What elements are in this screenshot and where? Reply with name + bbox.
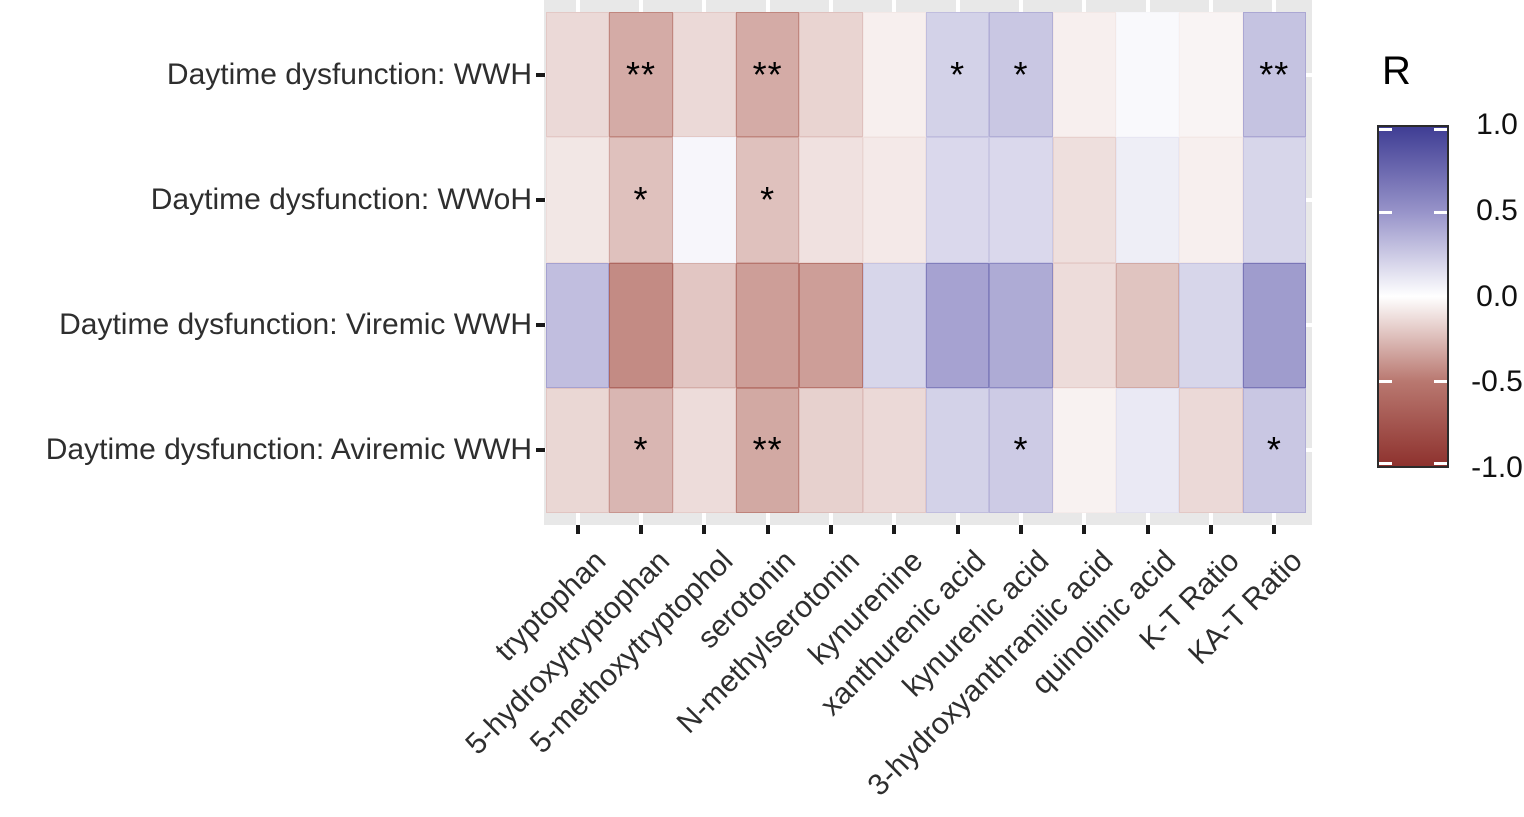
x-axis-tick: [892, 525, 897, 534]
legend-title: R: [1382, 49, 1411, 93]
legend-tick-mark: [1434, 128, 1447, 131]
heatmap-cell: **: [736, 387, 800, 513]
significance-marker: *: [633, 178, 649, 220]
y-axis-label: Daytime dysfunction: Aviremic WWH: [45, 433, 532, 467]
heatmap-cell: **: [1242, 12, 1306, 138]
x-axis-tick: [955, 525, 960, 534]
heatmap-cell: [1052, 12, 1116, 138]
heatmap-cell: *: [1242, 387, 1306, 513]
x-axis-tick: [1082, 525, 1087, 534]
heatmap-cell: [1242, 262, 1306, 388]
heatmap-cell: [1116, 387, 1180, 513]
legend-tick-mark: [1434, 210, 1447, 214]
heatmap-cell: [926, 137, 990, 263]
heatmap-cell: [672, 387, 736, 513]
heatmap-cell: [862, 262, 926, 388]
y-axis-tick: [536, 323, 545, 328]
heatmap-cell: *: [989, 12, 1053, 138]
legend-tick-mark: [1379, 210, 1392, 214]
legend-tick-label: 1.0: [1476, 108, 1518, 141]
legend-tick-label: 0.5: [1476, 193, 1518, 227]
heatmap-cell: [926, 387, 990, 513]
x-axis-tick: [1145, 525, 1150, 534]
y-axis-label: Daytime dysfunction: WWH: [166, 57, 532, 91]
heatmap-cell: [546, 262, 610, 388]
heatmap-cell: [926, 262, 990, 388]
heatmap-cell: [1116, 262, 1180, 388]
heatmap-cell: [546, 12, 610, 138]
heatmap-cell: [672, 12, 736, 138]
y-axis-tick: [536, 448, 545, 453]
heatmap-cell: [799, 137, 863, 263]
significance-marker: *: [1013, 53, 1029, 95]
heatmap-cell: *: [736, 137, 800, 263]
heatmap-cell: [799, 12, 863, 138]
x-axis-tick: [1272, 525, 1277, 534]
heatmap-cell: [799, 262, 863, 388]
y-axis-tick: [536, 197, 545, 202]
heatmap-cell: [609, 262, 673, 388]
heatmap-cell: [1242, 137, 1306, 263]
heatmap-cell: *: [989, 387, 1053, 513]
legend-tick-mark: [1379, 462, 1392, 465]
heatmap-cell: [672, 137, 736, 263]
legend-tick-mark: [1379, 128, 1392, 131]
x-axis-tick: [765, 525, 770, 534]
heatmap-cell: *: [609, 387, 673, 513]
significance-marker: *: [1013, 429, 1029, 471]
heatmap-cell: [1179, 137, 1243, 263]
heatmap-cell: [862, 12, 926, 138]
y-axis-label: Daytime dysfunction: Viremic WWH: [59, 308, 532, 342]
significance-marker: *: [633, 429, 649, 471]
x-axis-tick: [702, 525, 707, 534]
x-axis-tick: [1209, 525, 1213, 534]
significance-marker: **: [752, 429, 783, 471]
heatmap-cell: [1116, 137, 1180, 263]
heatmap-cell: [546, 137, 610, 263]
x-axis-tick: [1019, 525, 1023, 534]
legend-tick-mark: [1434, 462, 1447, 465]
significance-marker: *: [1266, 429, 1282, 471]
heatmap-cell: [862, 137, 926, 263]
legend-tick-mark: [1379, 380, 1392, 384]
significance-marker: **: [752, 53, 783, 95]
heatmap-cell: [1052, 137, 1116, 263]
heatmap-cell: [1052, 262, 1116, 388]
heatmap-cell: [1179, 262, 1243, 388]
heatmap-cell: **: [609, 12, 673, 138]
heatmap-cell: [672, 262, 736, 388]
heatmap-cell: **: [736, 12, 800, 138]
heatmap-cell: [1179, 12, 1243, 138]
significance-marker: *: [760, 178, 776, 220]
legend-tick-mark: [1434, 380, 1447, 384]
heatmap-cell: [736, 262, 800, 388]
heatmap-cell: [989, 262, 1053, 388]
heatmap-cell: *: [926, 12, 990, 138]
significance-marker: **: [1259, 53, 1290, 95]
heatmap-cell: [1116, 12, 1180, 138]
heatmap-cell: *: [609, 137, 673, 263]
heatmap-cell: [989, 137, 1053, 263]
heatmap-cell: [1052, 387, 1116, 513]
x-axis-tick: [575, 525, 580, 534]
legend-tick-label: -0.5: [1471, 365, 1523, 399]
heatmap-cell: [799, 387, 863, 513]
legend-tick-label: -1.0: [1471, 451, 1523, 484]
heatmap-cell: [1179, 387, 1243, 513]
legend-colorbar: [1377, 125, 1449, 468]
legend-tick-label: 0.0: [1476, 279, 1518, 313]
heatmap-cell: [862, 387, 926, 513]
significance-marker: **: [625, 53, 656, 95]
heatmap-cell: [546, 387, 610, 513]
x-axis-tick: [829, 525, 833, 534]
x-axis-tick: [639, 525, 643, 534]
significance-marker: *: [950, 53, 966, 95]
y-axis-label: Daytime dysfunction: WWoH: [150, 182, 532, 216]
y-axis-tick: [536, 72, 545, 77]
